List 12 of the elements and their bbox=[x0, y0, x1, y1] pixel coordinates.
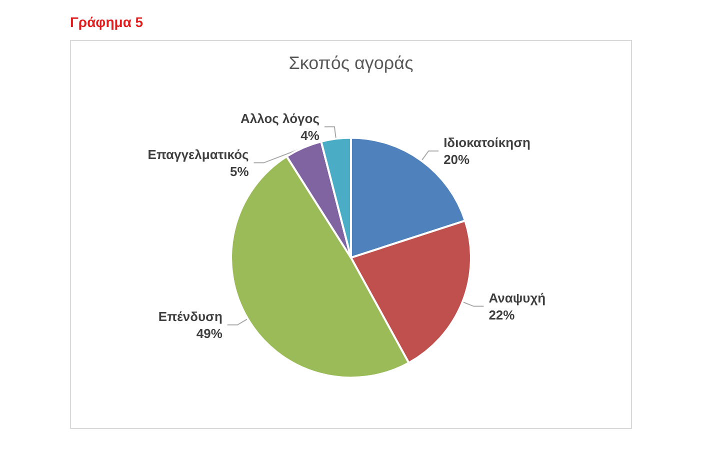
data-label: 22% bbox=[488, 307, 516, 322]
slice-label: Επαγγελματικός bbox=[148, 146, 250, 162]
slice-label: Αναψυχή bbox=[488, 290, 546, 306]
data-label: 20% bbox=[444, 152, 470, 167]
data-label: 49% bbox=[196, 326, 223, 341]
slice-label: Ιδιοκατοίκηση bbox=[444, 134, 531, 150]
data-label: 5% bbox=[230, 164, 250, 179]
text: Γράφημα 5 bbox=[70, 14, 144, 30]
data-label: 4% bbox=[300, 128, 320, 143]
slice-label: Επένδυση bbox=[158, 308, 222, 324]
slice-label: Αλλος λόγος bbox=[240, 110, 320, 126]
chart-title: Σκοπός αγοράς bbox=[288, 53, 414, 73]
